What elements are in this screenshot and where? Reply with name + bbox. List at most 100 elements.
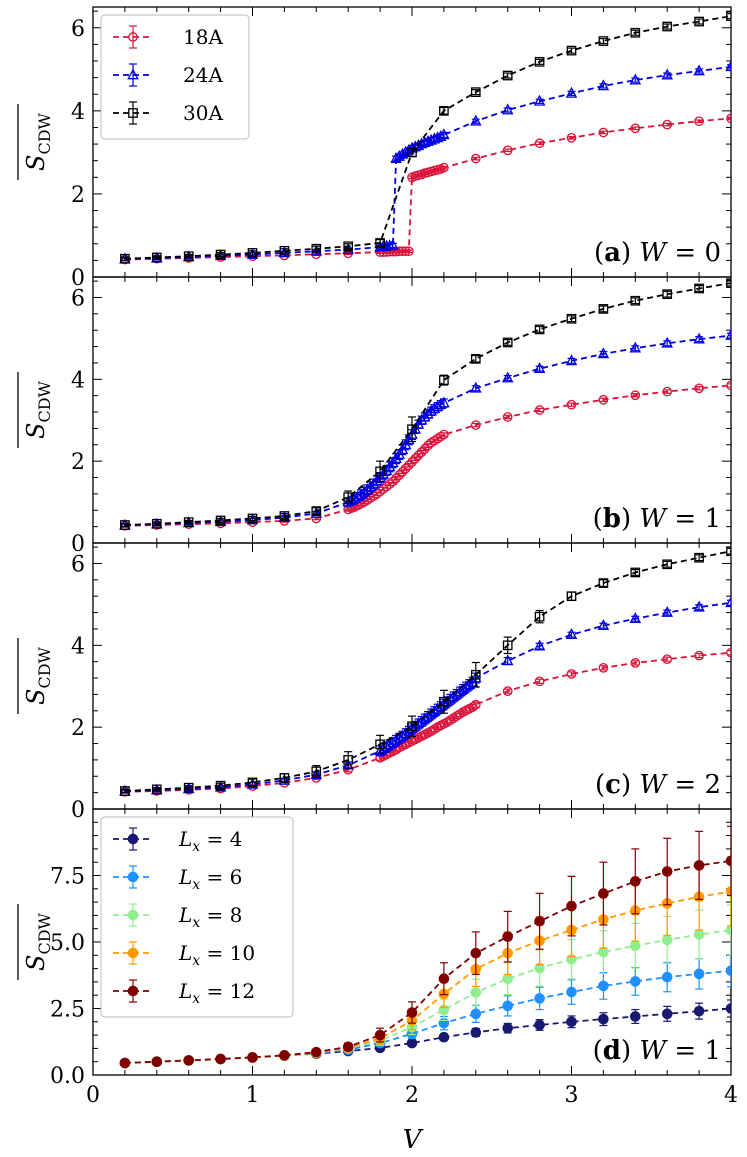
y-axis-label-text: SCDW xyxy=(22,112,54,171)
filled-circle-marker xyxy=(566,986,577,998)
y-axis-label-main: S xyxy=(22,155,50,171)
series-line xyxy=(124,550,731,792)
x-tick-label: 1 xyxy=(246,1083,260,1108)
filled-circle-marker xyxy=(661,934,673,946)
filled-circle-marker xyxy=(725,924,731,936)
panel-label-paren-close: ) xyxy=(621,1036,639,1066)
square-marker xyxy=(311,766,322,777)
legend-label: 24A xyxy=(183,63,223,87)
square-marker xyxy=(407,147,417,158)
filled-circle-marker xyxy=(406,1007,418,1018)
square-marker xyxy=(694,283,704,294)
y-tick-label: 4 xyxy=(71,368,85,393)
series-line xyxy=(124,860,731,1064)
circle-marker xyxy=(566,399,577,410)
square-marker xyxy=(726,546,731,557)
panel-label-letter: a xyxy=(604,238,621,268)
y-tick-label: 6 xyxy=(71,17,85,42)
triangle-marker xyxy=(358,485,370,497)
triangle-marker xyxy=(278,773,291,785)
legend-item: 30A xyxy=(113,101,223,125)
triangle-marker xyxy=(434,130,447,141)
y-axis-label: SCDW xyxy=(17,104,54,180)
legend-item: 24A xyxy=(113,63,223,87)
panel-label-paren-close: ) xyxy=(621,504,639,534)
y-axis-label-text: SCDW xyxy=(22,912,54,971)
square-marker xyxy=(662,289,673,300)
square-marker xyxy=(470,87,481,98)
filled-circle-marker xyxy=(725,855,731,867)
circle-marker xyxy=(726,380,731,391)
legend-item: Lx = 10 xyxy=(113,941,255,969)
triangle-marker xyxy=(629,341,642,353)
panel-b: 0 2 4 6 SCDW (b) W = 1 xyxy=(17,276,732,557)
square-marker xyxy=(128,108,138,118)
data-area xyxy=(119,546,731,797)
filled-circle-marker xyxy=(534,915,545,927)
filled-circle-marker xyxy=(725,965,731,977)
circle-marker xyxy=(694,383,704,394)
legend-label: Lx = 4 xyxy=(178,827,242,855)
square-marker xyxy=(598,304,609,314)
y-axis-label-text: SCDW xyxy=(22,380,54,439)
square-marker xyxy=(407,424,417,435)
square-marker xyxy=(566,313,577,324)
panel-label-paren-open: ( xyxy=(593,1036,603,1066)
filled-circle-marker xyxy=(438,1031,450,1043)
panel-label-value: = 0 xyxy=(666,238,721,268)
circle-marker xyxy=(630,123,641,134)
y-tick-label: 0.0 xyxy=(50,1064,85,1089)
circle-marker xyxy=(630,390,641,401)
panel-a: 0 2 4 6 SCDW 18A 24A 30A (a) W = 0 xyxy=(17,6,732,291)
filled-circle-marker xyxy=(279,1050,290,1061)
circle-marker xyxy=(403,460,414,471)
triangle-marker xyxy=(463,678,476,689)
y-axis-label-sub: CDW xyxy=(35,112,54,154)
y-tick-label: 2.5 xyxy=(50,998,85,1023)
circle-marker xyxy=(502,412,513,422)
filled-circle-marker xyxy=(127,947,139,959)
circle-marker xyxy=(439,429,449,440)
y-tick-label: 6 xyxy=(71,286,85,311)
legend-item: Lx = 8 xyxy=(113,903,242,931)
circle-marker xyxy=(397,466,408,477)
square-marker xyxy=(247,777,258,788)
triangle-marker xyxy=(310,506,323,518)
circle-marker xyxy=(400,463,411,474)
legend-frame xyxy=(100,816,294,1018)
circle-marker xyxy=(470,699,481,710)
triangle-marker xyxy=(501,371,514,383)
circle-marker xyxy=(534,676,545,687)
legend-label-var: L xyxy=(178,979,192,1003)
square-marker xyxy=(726,278,731,288)
y-tick-label: 7.5 xyxy=(50,865,85,890)
circle-marker xyxy=(662,119,673,130)
triangle-marker xyxy=(438,128,450,140)
circle-marker xyxy=(470,420,481,430)
filled-circle-marker xyxy=(661,971,673,983)
filled-circle-marker xyxy=(502,1022,514,1034)
square-marker xyxy=(120,253,130,264)
triangle-marker xyxy=(693,64,705,76)
square-marker xyxy=(502,640,513,651)
panel-label-paren-open: ( xyxy=(594,238,604,268)
legend: 18A 24A 30A xyxy=(100,14,250,140)
filled-circle-marker xyxy=(534,1019,545,1031)
filled-circle-marker xyxy=(127,833,139,845)
filled-circle-marker xyxy=(566,900,577,912)
triangle-marker xyxy=(470,114,482,126)
panel-label-letter: b xyxy=(603,504,621,534)
square-marker xyxy=(566,591,577,602)
series-line xyxy=(124,384,731,527)
filled-circle-marker xyxy=(693,968,705,980)
circle-marker xyxy=(394,246,405,257)
filled-circle-marker xyxy=(406,1037,418,1049)
triangle-marker xyxy=(434,398,447,410)
circle-marker xyxy=(419,444,430,454)
triangle-marker xyxy=(438,396,450,408)
square-marker xyxy=(407,721,417,732)
panel-label-var: W xyxy=(639,1036,668,1066)
filled-circle-marker xyxy=(630,940,641,952)
circle-marker xyxy=(662,654,673,665)
legend-label: Lx = 8 xyxy=(178,903,242,931)
